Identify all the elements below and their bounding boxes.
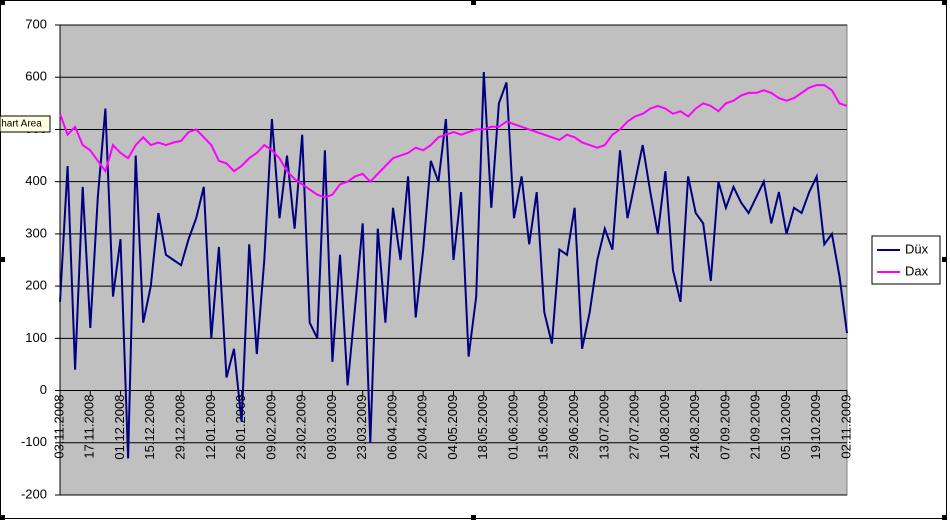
x-tick-label: 19.10.2009	[808, 395, 823, 460]
x-tick-label: 01.12.2008	[112, 395, 127, 460]
tooltip-box	[0, 115, 51, 133]
x-tick-label: 24.08.2009	[687, 395, 702, 460]
handle	[471, 515, 476, 520]
series-line	[59, 84, 848, 199]
x-tick-label: 03.11.2008	[51, 395, 66, 459]
y-tick-label: 700	[25, 16, 47, 31]
x-tick-label: 23.02.2009	[294, 395, 309, 460]
handle	[471, 0, 476, 5]
y-tick-label: 200	[25, 278, 47, 293]
x-tick-label: 27.07.2009	[627, 395, 642, 460]
x-tick-label: 23.03.2009	[354, 395, 369, 460]
x-tick-label: 09.03.2009	[324, 395, 339, 460]
x-tick-label: 05.10.2009	[778, 395, 793, 460]
legend-label: Düx	[905, 241, 929, 256]
handle	[0, 0, 5, 5]
x-tick-label: 15.12.2008	[142, 395, 157, 460]
x-tick-label: 21.09.2009	[748, 395, 763, 460]
x-tick-label: 18.05.2009	[475, 395, 490, 460]
series-line	[59, 71, 848, 459]
y-tick-label: 0	[40, 382, 47, 397]
x-tick-label: 26.01.2009	[233, 395, 248, 460]
y-tick-label: 400	[25, 173, 47, 188]
y-tick-label: -200	[21, 486, 47, 501]
handle	[942, 0, 947, 5]
x-tick-label: 02.11.2009	[838, 395, 853, 459]
x-tick-label: 01.06.2009	[505, 395, 520, 460]
y-tick-label: 600	[25, 69, 47, 84]
legend-label: Dax	[905, 263, 929, 278]
x-tick-label: 09.02.2009	[263, 395, 278, 460]
x-tick-label: 10.08.2009	[657, 395, 672, 460]
x-tick-label: 06.04.2009	[384, 395, 399, 460]
y-tick-label: -100	[21, 434, 47, 449]
tooltip-text: Chart Area	[0, 119, 42, 130]
handle	[0, 257, 5, 262]
y-tick-label: 300	[25, 225, 47, 240]
x-tick-label: 07.09.2009	[717, 395, 732, 460]
legend-box	[871, 235, 941, 285]
handle	[0, 515, 5, 520]
tooltip: Chart Area	[0, 115, 51, 133]
x-tick-label: 12.01.2009	[203, 395, 218, 460]
x-tick-label: 17.11.2008	[82, 395, 97, 459]
x-tick-label: 29.06.2009	[566, 395, 581, 460]
x-tick-label: 04.05.2009	[445, 395, 460, 460]
handle	[942, 515, 947, 520]
x-tick-label: 20.04.2009	[415, 395, 430, 460]
handle	[942, 257, 947, 262]
x-tick-label: 29.12.2008	[173, 395, 188, 460]
y-tick-label: 100	[25, 330, 47, 345]
x-tick-label: 13.07.2009	[596, 395, 611, 460]
x-tick-label: 15.06.2009	[536, 395, 551, 460]
